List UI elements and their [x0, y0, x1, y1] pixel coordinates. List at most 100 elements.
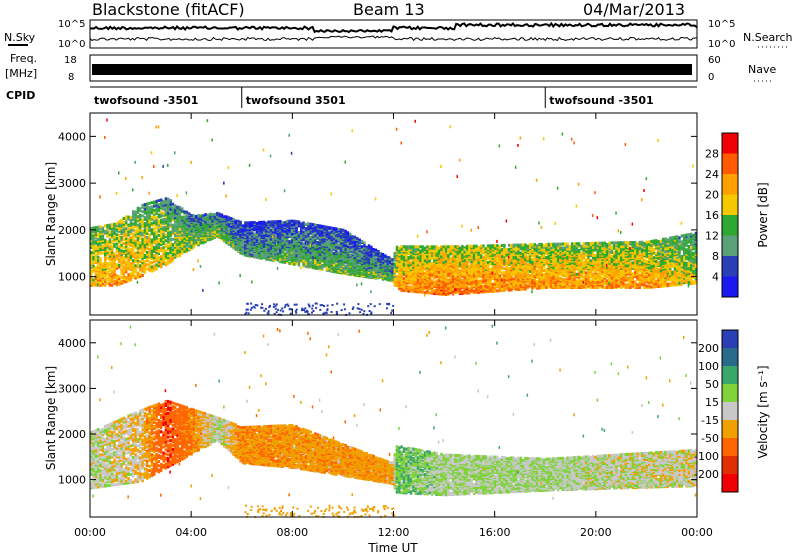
data-cell: [332, 241, 336, 245]
data-cell: [302, 221, 305, 225]
data-cell: [125, 260, 128, 264]
data-cell: [279, 255, 282, 259]
data-cell: [475, 276, 478, 280]
scatter-cell: [426, 230, 428, 234]
data-cell: [162, 213, 165, 217]
cpid-segment-label: twofsound -3501: [94, 94, 198, 107]
data-cell: [461, 290, 464, 294]
data-cell: [134, 239, 137, 243]
scatter-cell: [444, 244, 447, 248]
data-cell: [237, 224, 240, 228]
data-cell: [90, 278, 93, 282]
data-cell: [230, 237, 233, 241]
data-cell: [286, 219, 289, 223]
data-cell: [150, 211, 154, 215]
scatter-cell: [232, 243, 234, 247]
data-cell: [230, 234, 233, 238]
data-cell: [94, 229, 98, 233]
data-cell: [181, 228, 184, 232]
data-cell: [150, 248, 154, 252]
data-cell: [209, 218, 212, 222]
data-cell: [122, 238, 126, 242]
data-cell: [139, 226, 142, 230]
data-cell: [129, 228, 133, 231]
data-cell: [155, 210, 158, 213]
data-cell: [139, 241, 142, 245]
data-cell: [209, 228, 212, 232]
data-cell: [120, 249, 123, 253]
data-cell: [129, 224, 133, 227]
data-cell: [472, 253, 476, 257]
data-cell: [157, 241, 161, 245]
data-cell: [99, 235, 102, 239]
data-cell: [104, 258, 107, 262]
scatter-cell: [176, 194, 178, 198]
data-cell: [475, 272, 478, 276]
data-cell: [150, 238, 154, 242]
data-cell: [143, 211, 147, 215]
data-cell: [160, 255, 163, 259]
data-cell: [141, 231, 144, 235]
data-cell: [134, 241, 137, 245]
nave-tick-hi: 60: [708, 55, 721, 66]
data-cell: [97, 227, 100, 231]
data-cell: [106, 271, 109, 274]
data-cell: [136, 211, 140, 214]
data-cell: [414, 273, 417, 277]
data-cell: [139, 245, 142, 249]
data-cell: [134, 220, 137, 224]
data-cell: [351, 247, 354, 251]
data-cell: [302, 242, 305, 246]
data-cell: [92, 240, 95, 244]
data-cell: [475, 282, 478, 286]
data-cell: [90, 244, 93, 248]
data-cell: [153, 219, 156, 222]
data-cell: [185, 210, 189, 214]
data-cell: [204, 227, 207, 230]
data-cell: [449, 288, 452, 292]
data-cell: [101, 262, 105, 266]
data-cell: [162, 199, 165, 203]
data-cell: [153, 247, 156, 251]
data-cell: [90, 226, 93, 230]
scatter-cell: [206, 119, 209, 123]
data-cell: [234, 219, 238, 223]
data-cell: [111, 248, 114, 252]
data-cell: [90, 237, 93, 241]
data-cell: [393, 256, 396, 260]
data-cell: [262, 250, 266, 254]
data-cell: [127, 243, 130, 247]
data-cell: [253, 253, 256, 257]
data-cell: [370, 268, 373, 272]
data-cell: [146, 210, 149, 214]
data-cell: [94, 247, 98, 250]
data-cell: [90, 254, 93, 258]
data-cell: [148, 237, 151, 241]
data-cell: [99, 227, 102, 230]
data-cell: [363, 272, 366, 276]
data-cell: [167, 222, 170, 226]
data-cell: [150, 261, 154, 265]
data-cell: [134, 214, 137, 218]
data-cell: [115, 274, 119, 278]
scatter-cell: [157, 125, 160, 129]
data-cell: [206, 233, 210, 237]
data-cell: [174, 210, 177, 214]
data-cell: [118, 275, 121, 279]
data-cell: [92, 266, 95, 270]
data-cell: [155, 226, 158, 230]
data-cell: [90, 271, 93, 275]
data-cell: [99, 274, 102, 278]
data-cell: [155, 203, 158, 207]
data-cell: [150, 242, 154, 246]
data-cell: [150, 240, 154, 244]
data-cell: [318, 266, 322, 270]
data-cell: [272, 225, 275, 228]
data-cell: [178, 220, 182, 224]
data-cell: [171, 225, 175, 229]
data-cell: [153, 214, 156, 218]
data-cell: [143, 268, 147, 272]
data-cell: [372, 271, 375, 275]
data-cell: [94, 280, 98, 284]
data-cell: [430, 262, 434, 266]
